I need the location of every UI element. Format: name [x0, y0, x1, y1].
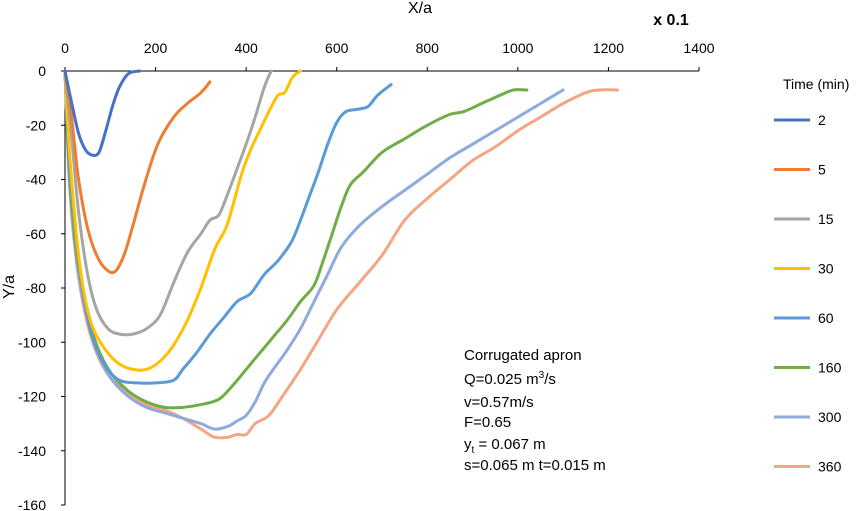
annotation-line-1: Corrugated apron [464, 347, 582, 364]
y-tick-label: -80 [26, 280, 46, 296]
series-line-300-min [63, 69, 565, 431]
experiment-annotation: Corrugated apron Q=0.025 m3/s v=0.57m/s … [464, 347, 606, 474]
annotation-line-4: F=0.65 [464, 414, 511, 431]
tailwater-subscript: t [472, 445, 475, 456]
x-tick-label: 0 [61, 40, 69, 56]
annotation-line-5: yt = 0.067 m [464, 436, 546, 456]
series-line-5-min [63, 69, 212, 275]
x-tick-label: 600 [325, 40, 349, 56]
legend-label-30-min: 30 [818, 261, 834, 277]
x-tick-label: 1000 [502, 40, 533, 56]
x-tick-label: 400 [234, 40, 258, 56]
legend-label-60-min: 60 [818, 310, 834, 326]
legend-label-2-min: 2 [818, 112, 826, 128]
x-tick-label: 200 [144, 40, 168, 56]
legend-label-300-min: 300 [818, 409, 842, 425]
y-tick-label: -120 [18, 389, 46, 405]
y-tick-label: -140 [18, 443, 46, 459]
legend-label-5-min: 5 [818, 162, 826, 178]
y-tick-label: 0 [38, 63, 46, 79]
x-tick-label: 1400 [683, 40, 714, 56]
legend-label-15-min: 15 [818, 211, 834, 227]
legend-title: Time (min) [783, 76, 849, 92]
tailwater-symbol: y [464, 436, 472, 453]
discharge-unit: /s [544, 371, 556, 388]
x-tick-label: 1200 [593, 40, 624, 56]
tailwater-value: = 0.067 m [474, 436, 545, 453]
x-tick-labels: 0 200 400 600 800 1000 1200 1400 [61, 40, 715, 71]
series-lines [63, 69, 619, 440]
discharge-superscript: 3 [539, 370, 545, 381]
legend-label-360-min: 360 [818, 459, 842, 475]
y-tick-label: -20 [26, 117, 46, 133]
legend-label-160-min: 160 [818, 360, 842, 376]
x-axis-title: X/a [408, 0, 432, 17]
series-line-30-min [63, 69, 302, 372]
x-tick-label: 800 [416, 40, 440, 56]
legend-items: 2 5 15 30 60 160 300 360 [774, 112, 842, 475]
series-line-2-min [63, 69, 142, 157]
y-tick-label: -100 [18, 334, 46, 350]
annotation-line-6: s=0.065 m t=0.015 m [464, 457, 606, 474]
y-axis-title: Y/a [1, 275, 18, 299]
annotation-line-3: v=0.57m/s [464, 394, 534, 411]
discharge-text: Q=0.025 m [464, 371, 539, 388]
y-tick-label: -60 [26, 226, 46, 242]
x-scale-note: x 0.1 [653, 12, 689, 29]
y-tick-label: -160 [18, 497, 46, 511]
annotation-line-2: Q=0.025 m3/s [464, 370, 556, 388]
series-line-15-min [63, 69, 273, 337]
series-line-60-min [63, 69, 393, 385]
series-line-160-min [63, 69, 529, 410]
y-tick-label: -40 [26, 172, 46, 188]
legend: Time (min) 2 5 15 30 60 160 300 360 [774, 76, 849, 475]
y-tick-labels: 0 -20 -40 -60 -80 -100 -120 -140 -160 [18, 63, 65, 511]
